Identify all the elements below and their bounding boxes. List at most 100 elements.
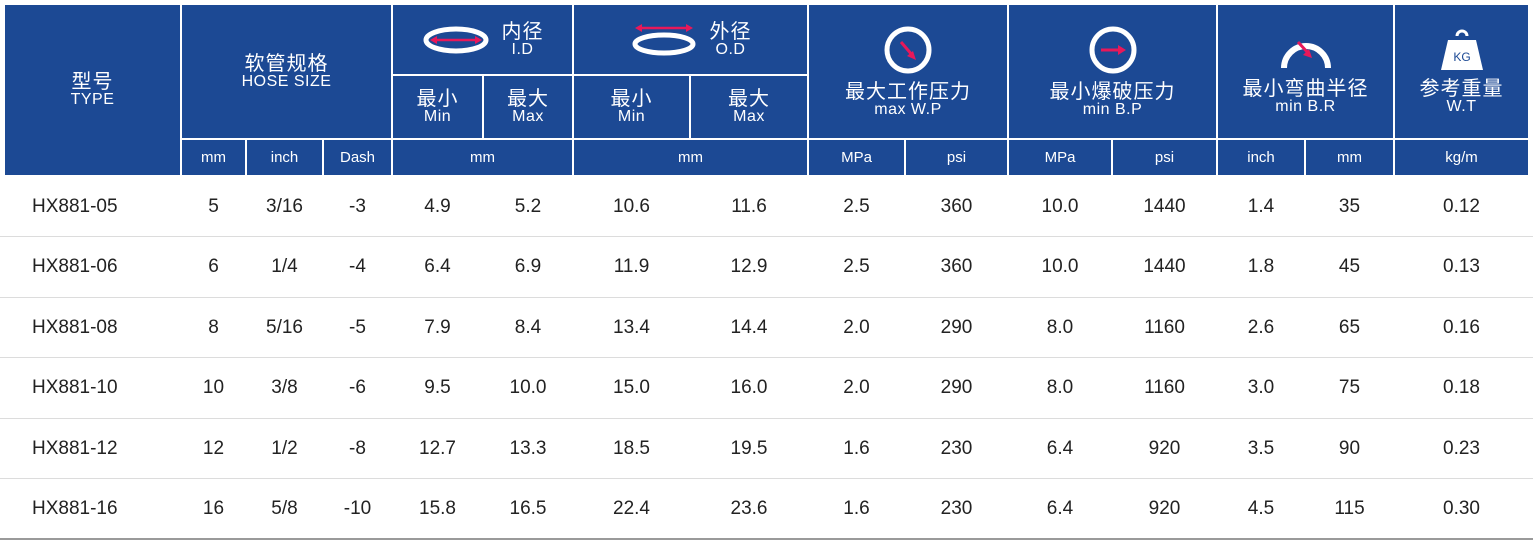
- cell-id-max: 16.5: [509, 498, 547, 519]
- cell-bp-mpa: 6.4: [1046, 498, 1074, 519]
- cell-model: HX881-05: [32, 195, 118, 217]
- header-id-min: 最小 Min: [393, 76, 482, 138]
- header-id-min-en: Min: [423, 108, 452, 126]
- cell-od-min: 10.6: [613, 195, 650, 217]
- header-id-en: I.D: [511, 40, 534, 58]
- header-wt-en: W.T: [1446, 97, 1477, 115]
- header-od-max: 最大 Max: [691, 76, 807, 138]
- weight-icon: KG: [1440, 29, 1483, 70]
- cell-od-min: 11.9: [613, 256, 650, 277]
- header-inner-diameter: 内径 I.D: [393, 5, 572, 74]
- cell-wp-mpa: 2.5: [843, 256, 870, 277]
- cell-br-mm: 35: [1338, 195, 1361, 217]
- header-max-working-pressure: 最大工作压力 max W.P: [809, 5, 1007, 138]
- cell-od-min: 22.4: [613, 498, 650, 519]
- cell-br-inch: 1.8: [1247, 256, 1275, 277]
- cell-model: HX881-16: [32, 498, 118, 519]
- header-id-min-zh: 最小: [416, 86, 459, 111]
- unit-br-mm: mm: [1306, 140, 1393, 175]
- weight-icon-text: KG: [1453, 50, 1470, 64]
- cell-wp-mpa: 2.5: [843, 195, 870, 217]
- cell-wp-psi: 360: [940, 256, 973, 277]
- header-wt-zh: 参考重量: [1419, 75, 1504, 100]
- cell-wp-psi: 290: [940, 316, 973, 338]
- burst-gauge-icon: [1089, 26, 1136, 74]
- header-od-max-zh: 最大: [728, 86, 770, 111]
- header-od-max-en: Max: [733, 108, 765, 126]
- cell-model: HX881-10: [32, 377, 118, 398]
- cell-bp-mpa: 6.4: [1046, 437, 1074, 459]
- cell-od-max: 11.6: [731, 195, 767, 217]
- table-row: HX881-12 12 1/2 -8 12.7 13.3 18.5 19.5 1.6 230 6.4…: [0, 419, 1533, 479]
- cell-id-min: 7.9: [424, 316, 451, 338]
- cell-bp-psi: 1440: [1143, 195, 1186, 217]
- cell-size-dash: -5: [349, 316, 366, 338]
- table-row: HX881-05 5 3/16 -3 4.9 5.2 10.6 11.6 2.5 360 10.0 1…: [0, 177, 1533, 237]
- header-bp-zh: 最小爆破压力: [1049, 78, 1176, 103]
- cell-weight: 0.18: [1443, 377, 1480, 398]
- cell-br-inch: 4.5: [1247, 498, 1275, 519]
- header-type-zh: 型号: [71, 69, 114, 94]
- header-od-zh: 外径: [709, 18, 752, 43]
- unit-br-inch: inch: [1218, 140, 1304, 175]
- header-od-min-zh: 最小: [610, 86, 653, 111]
- header-wp-en: max W.P: [874, 100, 942, 118]
- unit-weight-kgm: kg/m: [1395, 140, 1528, 175]
- cell-od-min: 15.0: [613, 377, 650, 398]
- unit-bp-mpa: MPa: [1009, 140, 1111, 175]
- cell-bp-mpa: 10.0: [1041, 195, 1079, 217]
- bend-radius-icon: [1280, 40, 1331, 68]
- header-od-min: 最小 Min: [574, 76, 689, 138]
- cell-wp-psi: 290: [940, 377, 973, 398]
- unit-size-dash: Dash: [324, 140, 391, 175]
- cell-wp-mpa: 2.0: [843, 377, 870, 398]
- header-bp-en: min B.P: [1082, 100, 1143, 118]
- cell-bp-psi: 920: [1148, 498, 1181, 519]
- cell-weight: 0.16: [1443, 316, 1480, 338]
- table-row: HX881-06 6 1/4 -4 6.4 6.9 11.9 12.9 2.5 360 10.0 14…: [0, 238, 1533, 298]
- cell-size-mm: 10: [202, 377, 225, 398]
- cell-wp-psi: 360: [940, 195, 973, 217]
- cell-model: HX881-12: [32, 437, 118, 459]
- header-type: 型号 TYPE: [5, 5, 180, 175]
- cell-size-dash: -6: [349, 377, 366, 398]
- cell-bp-mpa: 10.0: [1041, 256, 1079, 277]
- unit-bp-psi: psi: [1113, 140, 1216, 175]
- cell-bp-psi: 1160: [1144, 316, 1185, 338]
- table-row: HX881-08 8 5/16 -5 7.9 8.4 13.4 14.4 2.0 290 8.0 11…: [0, 298, 1533, 358]
- cell-bp-psi: 920: [1148, 437, 1181, 459]
- header-id-max-en: Max: [512, 108, 544, 126]
- cell-od-max: 16.0: [730, 377, 768, 398]
- cell-br-inch: 3.0: [1247, 377, 1275, 398]
- cell-wp-mpa: 2.0: [843, 316, 870, 338]
- cell-size-inch: 1/2: [271, 437, 298, 459]
- cell-id-min: 4.9: [424, 195, 451, 217]
- cell-od-max: 23.6: [730, 498, 768, 519]
- cell-od-min: 18.5: [613, 437, 650, 459]
- header-od-en: O.D: [715, 40, 746, 58]
- cell-model: HX881-08: [32, 316, 118, 338]
- cell-id-max: 10.0: [509, 377, 547, 398]
- cell-id-min: 6.4: [424, 256, 451, 277]
- cell-weight: 0.23: [1443, 437, 1480, 459]
- cell-wp-mpa: 1.6: [843, 437, 870, 459]
- cell-od-max: 14.4: [730, 316, 768, 338]
- cell-id-min: 12.7: [419, 437, 456, 459]
- cell-br-inch: 2.6: [1247, 316, 1275, 338]
- cell-size-mm: 5: [208, 195, 219, 217]
- table-row: HX881-16 16 5/8 -10 15.8 16.5 22.4 23.6 1.6 230 6.…: [0, 480, 1533, 540]
- header-min-bend-radius: 最小弯曲半径 min B.R: [1218, 5, 1393, 138]
- cell-weight: 0.12: [1443, 195, 1480, 217]
- header-id-max: 最大 Max: [484, 76, 572, 138]
- cell-bp-psi: 1440: [1143, 256, 1186, 277]
- cell-br-mm: 75: [1338, 377, 1361, 398]
- cell-id-max: 13.3: [509, 437, 547, 459]
- cell-size-inch: 3/8: [271, 377, 298, 398]
- cell-id-max: 5.2: [514, 195, 542, 217]
- table-row: HX881-10 10 3/8 -6 9.5 10.0 15.0 16.0 2.0 290 8.0 1…: [0, 359, 1533, 419]
- cell-br-mm: 90: [1338, 437, 1361, 459]
- cell-id-max: 6.9: [514, 256, 542, 277]
- cell-id-min: 9.5: [424, 377, 451, 398]
- header-br-zh: 最小弯曲半径: [1242, 75, 1369, 100]
- cell-model: HX881-06: [32, 256, 118, 277]
